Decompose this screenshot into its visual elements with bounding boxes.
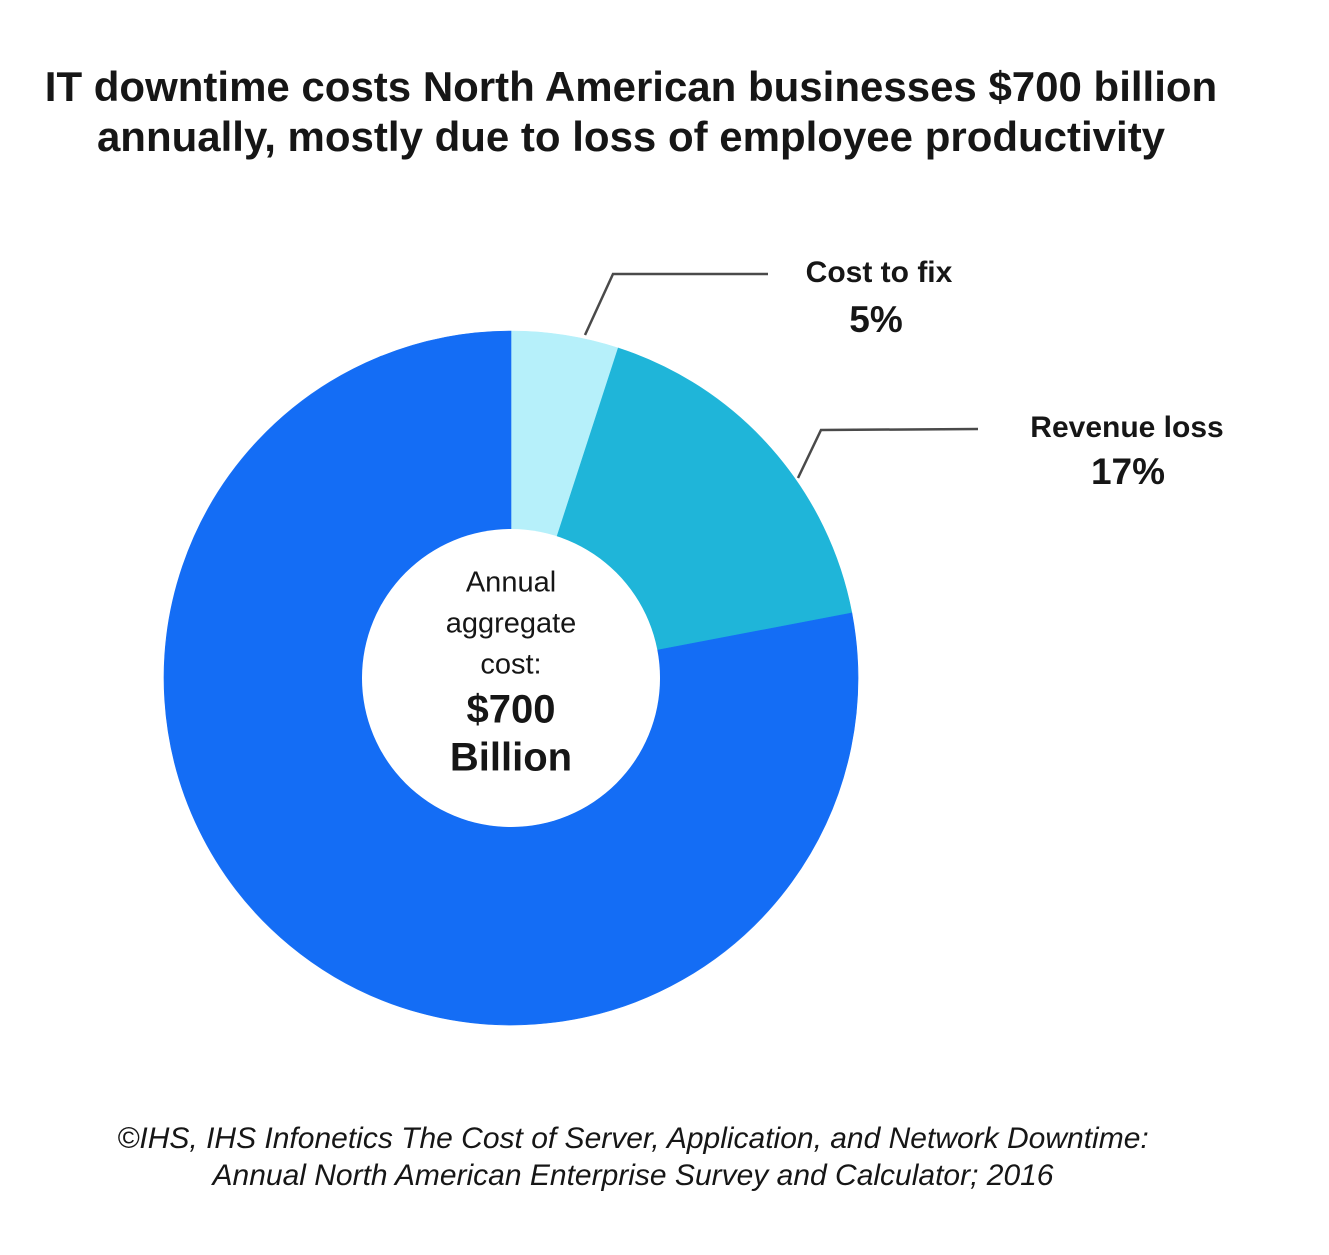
source-citation-line-1: ©IHS, IHS Infonetics The Cost of Server,… (117, 1122, 1149, 1155)
donut-hole (362, 529, 660, 827)
center-value-line-2: Billion (449, 735, 573, 780)
center-caption-line-1: Annual (465, 566, 557, 599)
source-citation-line-2: Annual North American Enterprise Survey … (212, 1159, 1054, 1192)
center-caption-line-2: aggregate (445, 607, 577, 640)
center-value-line-1: $700 (466, 687, 556, 732)
callout-leader-revenue-loss (796, 427, 979, 479)
callout-revenue-loss-label: Revenue loss (1030, 411, 1224, 444)
callout-revenue-loss-percent: 17% (1090, 451, 1166, 492)
callout-leader-cost-to-fix (583, 272, 768, 336)
source-citation: ©IHS, IHS Infonetics The Cost of Server,… (0, 1120, 1266, 1194)
donut-center-label: Annual aggregate cost: $700 Billion (446, 563, 577, 782)
page-title-line-2: annually, mostly due to loss of employee… (96, 113, 1166, 160)
page-title: IT downtime costs North American busines… (0, 62, 1262, 162)
page-title-line-1: IT downtime costs North American busines… (44, 63, 1218, 110)
callout-cost-to-fix-percent: 5% (849, 299, 903, 340)
center-caption-line-3: cost: (480, 648, 542, 681)
callout-cost-to-fix-label: Cost to fix (805, 256, 953, 289)
